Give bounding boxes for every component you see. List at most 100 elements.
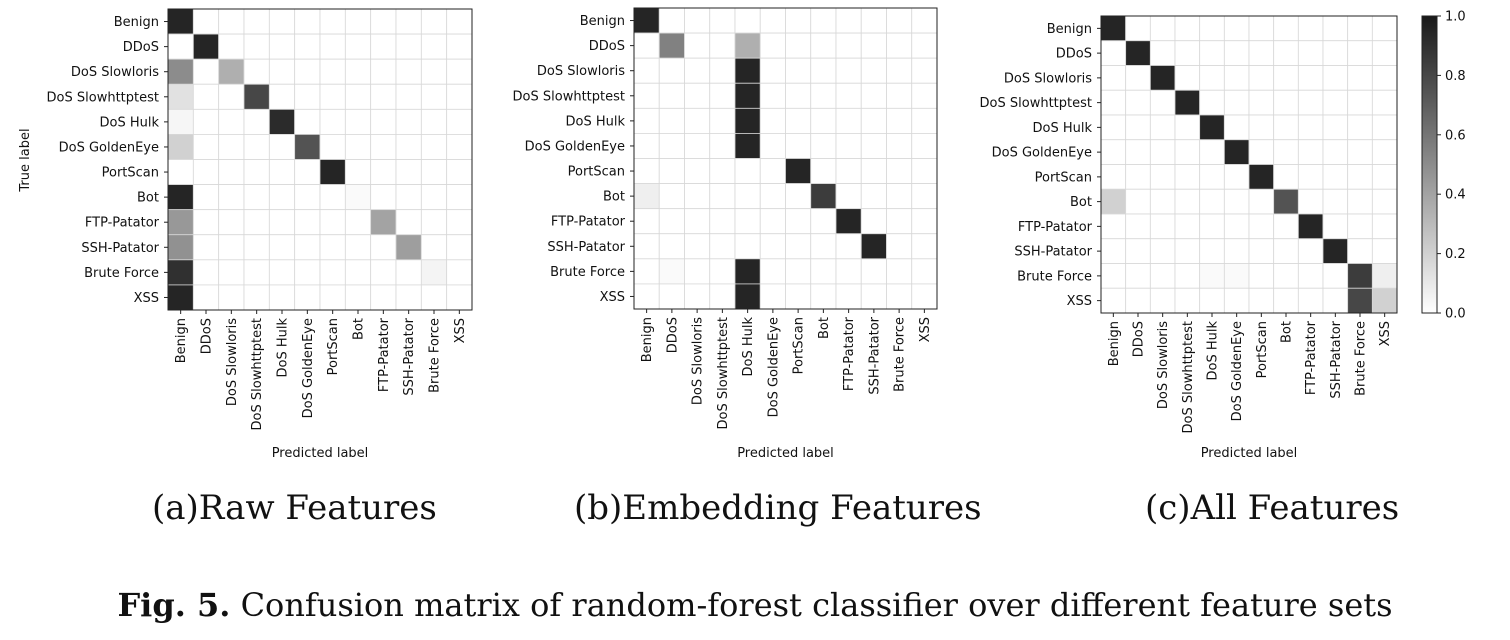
heatmap-cell xyxy=(1223,213,1250,240)
heatmap-cell xyxy=(1125,15,1151,42)
heatmap-cell xyxy=(835,183,862,210)
x-tick-label: DoS Slowhttptest xyxy=(716,317,731,429)
heatmap-cell xyxy=(734,82,761,109)
heatmap-cell xyxy=(810,283,837,310)
x-tick-label: DoS GoldenEye xyxy=(1230,321,1245,421)
heatmap-cell xyxy=(658,107,685,134)
heatmap-cell xyxy=(1347,263,1373,289)
heatmap-cell xyxy=(344,159,372,185)
heatmap-cell xyxy=(1125,40,1151,66)
colorbar-tick-label: 0.4 xyxy=(1445,188,1466,203)
subcaption-a: (a)Raw Features xyxy=(152,488,437,528)
heatmap-cell xyxy=(1297,65,1324,91)
heatmap-cell xyxy=(810,7,837,34)
heatmap-cell xyxy=(658,57,685,84)
x-tick-label: FTP-Patator xyxy=(377,317,392,392)
y-tick-label: Benign xyxy=(1047,22,1092,37)
heatmap-cell xyxy=(395,33,422,60)
heatmap-cell xyxy=(370,134,397,160)
y-tick-label: Benign xyxy=(580,14,625,29)
heatmap-cell xyxy=(1125,263,1151,289)
heatmap-cell xyxy=(835,283,862,310)
heatmap-cell xyxy=(446,259,473,286)
heatmap-cell xyxy=(294,134,321,160)
heatmap-cell xyxy=(633,233,660,260)
heatmap-cell xyxy=(395,259,422,286)
heatmap-cell xyxy=(268,284,296,311)
x-tick-label: XSS xyxy=(453,318,468,343)
heatmap-cell xyxy=(1347,287,1373,314)
heatmap-cell xyxy=(420,184,448,211)
heatmap-cell xyxy=(1100,40,1127,66)
heatmap-cell xyxy=(1199,164,1225,190)
heatmap-cell xyxy=(1174,164,1201,190)
heatmap-cell xyxy=(1322,263,1349,289)
heatmap-cell xyxy=(420,33,448,60)
heatmap-cell xyxy=(294,184,321,211)
colorbar-tick-label: 0.6 xyxy=(1445,128,1466,143)
heatmap-cell xyxy=(759,107,786,134)
heatmap-cell xyxy=(294,259,321,286)
heatmap-cell xyxy=(1322,40,1349,66)
heatmap-cell xyxy=(1371,263,1398,289)
y-tick-label: SSH-Patator xyxy=(547,240,625,255)
heatmap-cell xyxy=(1199,40,1225,66)
heatmap-cell xyxy=(1297,188,1324,215)
y-tick-label: DoS Slowhttptest xyxy=(513,89,625,104)
heatmap-cell xyxy=(1199,188,1225,215)
heatmap-cell xyxy=(835,258,862,285)
heatmap-panel-b: Benign DDoS DoS Slowloris DoS Slowhttptest D… xyxy=(513,7,938,461)
heatmap-cell xyxy=(734,183,761,210)
heatmap-cell xyxy=(1223,89,1250,116)
heatmap-cell xyxy=(420,259,448,286)
heatmap-cell xyxy=(1297,40,1324,66)
heatmap-cell xyxy=(1273,40,1299,66)
heatmap-cell xyxy=(1149,65,1176,91)
heatmap-cell xyxy=(734,107,761,134)
heatmap-cell xyxy=(1297,15,1324,42)
heatmap-cell xyxy=(395,58,422,85)
heatmap-cell xyxy=(1174,263,1201,289)
heatmap-cell xyxy=(243,33,270,60)
heatmap-cell xyxy=(835,82,862,109)
heatmap-cell xyxy=(759,7,786,34)
heatmap-cell xyxy=(1347,40,1373,66)
heatmap-cell xyxy=(684,32,711,59)
heatmap-cell xyxy=(1174,40,1201,66)
heatmap-cell xyxy=(633,82,660,109)
heatmap-cell xyxy=(759,233,786,260)
heatmap-cell xyxy=(1199,263,1225,289)
heatmap-cell xyxy=(810,183,837,210)
heatmap-cell xyxy=(810,158,837,184)
x-tick-label: DDoS xyxy=(665,317,680,353)
heatmap-cell xyxy=(243,58,270,85)
heatmap-cell xyxy=(167,259,194,286)
heatmap-cell xyxy=(658,82,685,109)
heatmap-cell xyxy=(658,233,685,260)
heatmap-cell xyxy=(243,234,270,261)
y-tick-label: DDoS xyxy=(589,39,625,54)
heatmap-cell xyxy=(658,133,685,159)
heatmap-cell xyxy=(243,108,270,135)
heatmap-cell xyxy=(1174,213,1201,240)
heatmap-cell xyxy=(860,208,887,235)
heatmap-cell xyxy=(860,7,887,34)
heatmap-cell xyxy=(167,184,194,211)
heatmap-cell xyxy=(810,107,837,134)
heatmap-cell xyxy=(734,32,761,59)
heatmap-cell xyxy=(1248,188,1275,215)
heatmap-cell xyxy=(1248,213,1275,240)
heatmap-cell xyxy=(446,108,473,135)
figure-caption: Fig. 5. Confusion matrix of random-fores… xyxy=(0,586,1510,624)
heatmap-frame xyxy=(167,8,473,311)
heatmap-cell xyxy=(192,108,220,135)
heatmap-cell xyxy=(1248,263,1275,289)
x-tick-label: DDoS xyxy=(200,318,215,354)
heatmap-cell xyxy=(658,158,685,184)
x-axis-label: Predicted label xyxy=(737,446,834,461)
heatmap-cell xyxy=(886,133,913,159)
heatmap-cell xyxy=(192,209,220,236)
heatmap-cell xyxy=(785,208,812,235)
heatmap-cell xyxy=(633,158,660,184)
